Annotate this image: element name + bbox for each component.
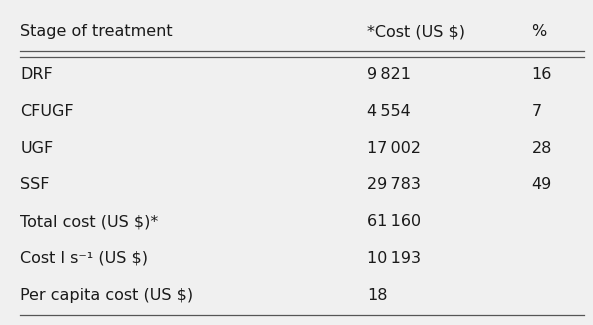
Text: 18: 18 xyxy=(367,288,387,303)
Text: UGF: UGF xyxy=(20,141,53,156)
Text: Cost l s⁻¹ (US $): Cost l s⁻¹ (US $) xyxy=(20,251,148,266)
Text: 9 821: 9 821 xyxy=(367,67,411,82)
Text: Per capita cost (US $): Per capita cost (US $) xyxy=(20,288,193,303)
Text: 17 002: 17 002 xyxy=(367,141,421,156)
Text: 7: 7 xyxy=(531,104,541,119)
Text: 4 554: 4 554 xyxy=(367,104,411,119)
Text: 10 193: 10 193 xyxy=(367,251,421,266)
Text: Stage of treatment: Stage of treatment xyxy=(20,24,173,39)
Text: CFUGF: CFUGF xyxy=(20,104,74,119)
Text: 29 783: 29 783 xyxy=(367,177,421,192)
Text: SSF: SSF xyxy=(20,177,50,192)
Text: DRF: DRF xyxy=(20,67,53,82)
Text: 16: 16 xyxy=(531,67,552,82)
Text: Total cost (US $)*: Total cost (US $)* xyxy=(20,214,159,229)
Text: 61 160: 61 160 xyxy=(367,214,421,229)
Text: %: % xyxy=(531,24,547,39)
Text: 28: 28 xyxy=(531,141,552,156)
Text: *Cost (US $): *Cost (US $) xyxy=(367,24,465,39)
Text: 49: 49 xyxy=(531,177,551,192)
